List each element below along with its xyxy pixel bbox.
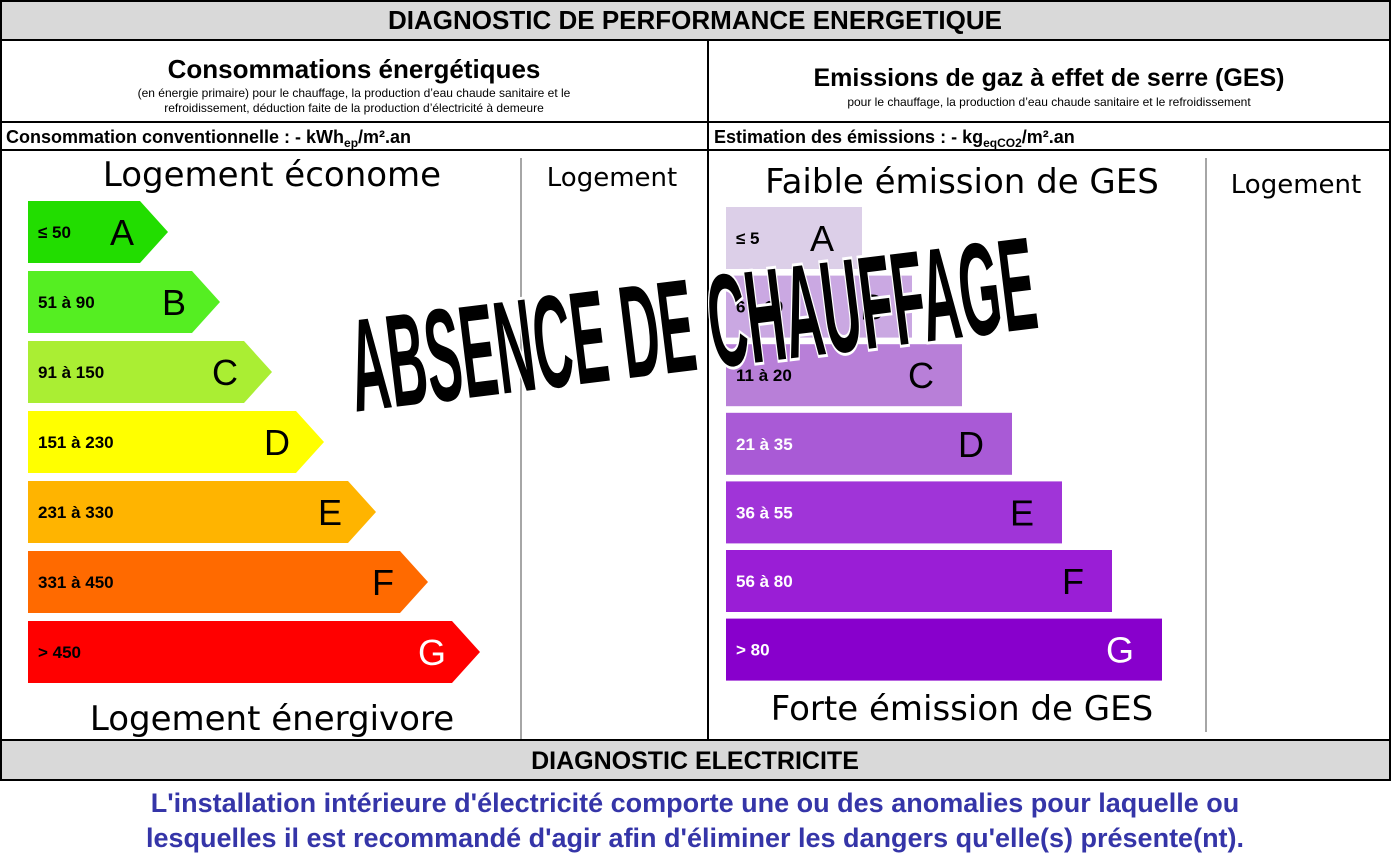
unit-text: Consommation conventionnelle : - kWh: [6, 127, 344, 147]
ges-class-bar: [726, 275, 912, 338]
unit-sub: eqCO2: [983, 136, 1022, 150]
energy-class-range: > 450: [38, 643, 81, 662]
energy-class-range: 231 à 330: [38, 503, 114, 522]
energy-class-letter: D: [264, 422, 290, 463]
ges-class-letter: A: [810, 218, 834, 259]
energy-top-label: Logement économe: [103, 155, 441, 195]
ges-class-range: 56 à 80: [736, 572, 793, 591]
ges-class-range: 11 à 20: [736, 366, 792, 385]
ges-class-range: 6 à 10: [736, 298, 783, 317]
energy-class-arrow: [28, 551, 428, 613]
energy-class-range: 51 à 90: [38, 293, 95, 312]
energy-note: refroidissement, déduction faite de la p…: [164, 101, 544, 115]
title: DIAGNOSTIC DE PERFORMANCE ENERGETIQUE: [388, 5, 1002, 35]
ges-class-bar: [726, 207, 862, 269]
energy-note: (en énergie primaire) pour le chauffage,…: [138, 86, 571, 100]
energy-class-letter: G: [418, 632, 446, 673]
ges-class-bar: [726, 412, 1012, 475]
ges-class-bar: [726, 550, 1112, 612]
ges-class-letter: D: [958, 424, 984, 465]
unit-text: /m².an: [1022, 127, 1075, 147]
ges-class-letter: C: [908, 355, 934, 396]
ges-class-letter: B: [860, 287, 884, 328]
ges-class-letter: E: [1010, 492, 1034, 533]
ges-column-label: Logement: [1231, 170, 1361, 200]
energy-class-letter: C: [212, 352, 238, 393]
unit-sub: ep: [344, 136, 358, 150]
title-bar: [0, 0, 1391, 41]
energy-class-range: ≤ 50: [38, 223, 71, 242]
electricity-bar: [0, 739, 1391, 781]
unit-text: /m².an: [358, 127, 411, 147]
ges-class-bar: [726, 344, 962, 407]
energy-class-range: 91 à 150: [38, 363, 104, 382]
ges-class-letter: F: [1062, 561, 1084, 602]
electricity-text: lesquelles il est recommandé d'agir afin…: [146, 823, 1244, 853]
ges-unit-label: Estimation des émissions : - kgeqCO2/m².…: [714, 127, 1075, 150]
ges-class-range: ≤ 5: [736, 229, 760, 248]
energy-class-arrow: [28, 621, 480, 683]
energy-class-arrow: [28, 201, 168, 263]
ges-class-bar: [726, 481, 1062, 544]
energy-class-letter: F: [372, 562, 394, 603]
ges-heading: Emissions de gaz à effet de serre (GES): [814, 64, 1285, 92]
ges-note: pour le chauffage, la production d’eau c…: [847, 95, 1251, 109]
energy-class-range: 151 à 230: [38, 433, 114, 452]
electricity-text: L'installation intérieure d'électricité …: [151, 788, 1240, 818]
ges-class-bar: [726, 618, 1162, 681]
energy-class-arrow: [28, 271, 220, 333]
electricity-title: DIAGNOSTIC ELECTRICITE: [531, 747, 859, 775]
energy-class-letter: B: [162, 282, 186, 323]
energy-heading: Consommations énergétiques: [168, 54, 541, 84]
ges-class-letter: G: [1106, 630, 1134, 671]
energy-class-arrow: [28, 411, 324, 473]
ges-class-range: 21 à 35: [736, 435, 793, 454]
energy-class-arrow: [28, 481, 376, 543]
energy-class-letter: E: [318, 492, 342, 533]
energy-class-range: 331 à 450: [38, 573, 114, 592]
bars: ≤ 50 A 51 à 90 B 91 à 150 C 151 à 230 D 231 à 33…: [28, 201, 1162, 683]
ges-class-range: 36 à 55: [736, 503, 793, 522]
energy-class-arrow: [28, 341, 272, 403]
energy-unit-label: Consommation conventionnelle : - kWhep/m…: [6, 127, 411, 150]
energy-column-label: Logement: [547, 163, 677, 193]
ges-top-label: Faible émission de GES: [765, 162, 1159, 202]
energy-class-letter: A: [110, 212, 134, 253]
energy-bottom-label: Logement énergivore: [90, 699, 454, 739]
ges-bottom-label: Forte émission de GES: [771, 689, 1153, 729]
unit-text: Estimation des émissions : - kg: [714, 127, 983, 147]
ges-class-range: > 80: [736, 641, 770, 660]
